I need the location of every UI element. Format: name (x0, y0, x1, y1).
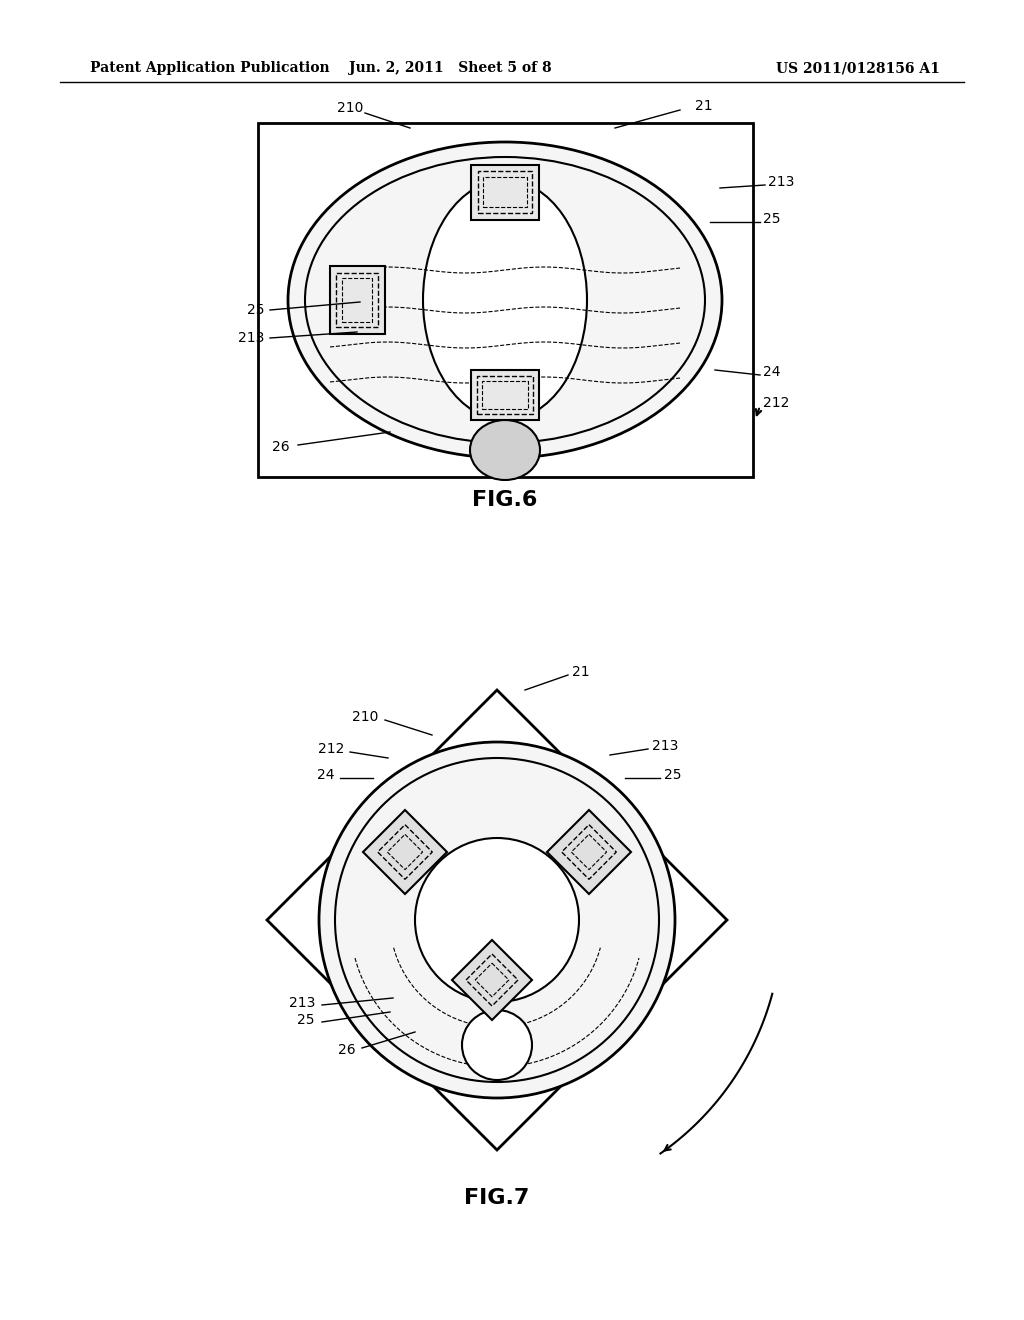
Text: FIG.6: FIG.6 (472, 490, 538, 510)
Ellipse shape (470, 420, 540, 480)
Text: 25: 25 (247, 304, 264, 317)
Text: Jun. 2, 2011   Sheet 5 of 8: Jun. 2, 2011 Sheet 5 of 8 (349, 61, 551, 75)
Text: 212: 212 (763, 396, 790, 411)
Bar (483, 177, 527, 207)
Ellipse shape (288, 143, 722, 458)
Circle shape (335, 758, 659, 1082)
Polygon shape (362, 810, 447, 894)
Bar (258, 123, 753, 477)
Text: US 2011/0128156 A1: US 2011/0128156 A1 (776, 61, 940, 75)
Text: 25: 25 (664, 768, 682, 781)
Bar (477, 172, 532, 213)
Text: 21: 21 (572, 665, 590, 678)
Text: 24: 24 (316, 768, 334, 781)
Text: 213: 213 (768, 176, 795, 189)
Circle shape (415, 838, 579, 1002)
Text: 213: 213 (289, 997, 315, 1010)
Text: 210: 210 (351, 710, 378, 723)
Bar (471, 165, 539, 219)
Text: FIG.7: FIG.7 (464, 1188, 529, 1208)
Bar (482, 381, 528, 409)
Ellipse shape (305, 157, 705, 444)
Bar (336, 273, 378, 327)
Bar (330, 267, 384, 334)
Text: 24: 24 (763, 366, 780, 379)
Text: 213: 213 (238, 331, 264, 345)
Text: 25: 25 (763, 213, 780, 226)
Bar (477, 376, 534, 414)
Text: Patent Application Publication: Patent Application Publication (90, 61, 330, 75)
Circle shape (319, 742, 675, 1098)
Text: 21: 21 (695, 99, 713, 114)
Polygon shape (452, 940, 532, 1020)
Polygon shape (267, 690, 727, 1150)
Text: 213: 213 (652, 739, 678, 752)
Text: 210: 210 (337, 102, 364, 115)
Bar (471, 370, 539, 420)
Text: 26: 26 (338, 1043, 356, 1057)
Text: 26: 26 (272, 440, 290, 454)
Ellipse shape (423, 180, 587, 420)
Text: 212: 212 (317, 742, 344, 756)
Text: 25: 25 (298, 1012, 315, 1027)
Circle shape (462, 1010, 532, 1080)
Polygon shape (547, 810, 631, 894)
Bar (342, 279, 373, 322)
